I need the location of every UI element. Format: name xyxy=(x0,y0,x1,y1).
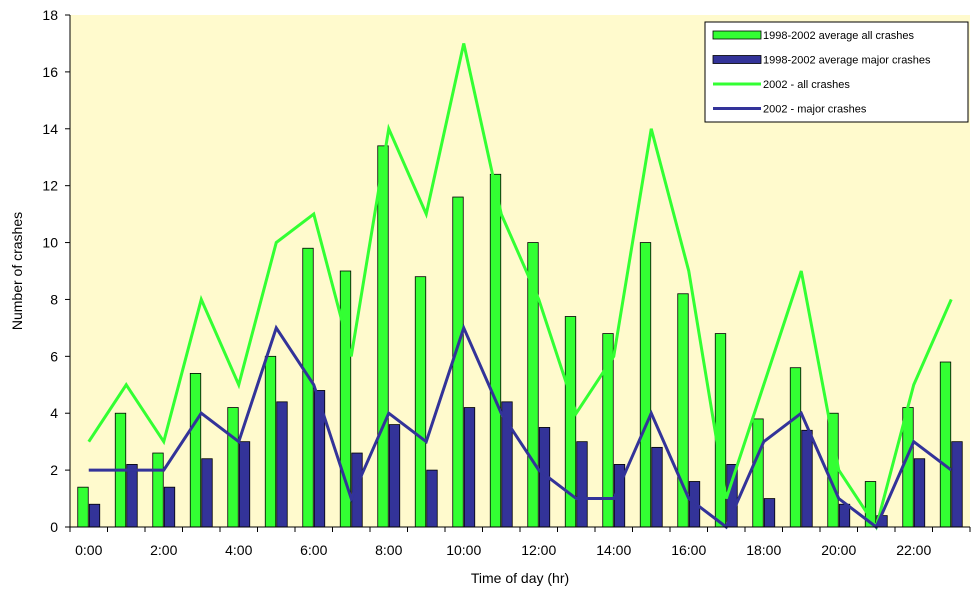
line-2002-major-crashes xyxy=(88,323,953,530)
x-tick-labels: 0:00 2:00 4:00 6:00 8:00 10:00 12:00 14:00 16:00… xyxy=(75,542,931,558)
bar-avg-all-3 xyxy=(189,372,202,528)
y-tick-label-10: 10 xyxy=(42,235,58,251)
x-tick-label-0:00: 0:00 xyxy=(75,542,102,558)
bar-avg-major-1 xyxy=(126,464,138,528)
legend-label-3: 2002 - major crashes xyxy=(763,104,867,116)
bar-avg-all-20 xyxy=(827,412,839,528)
bar-avg-all-5 xyxy=(264,355,277,528)
bar-avg-all-9 xyxy=(414,276,427,528)
x-tick-label-2:00: 2:00 xyxy=(150,542,177,558)
bar-avg-major-13 xyxy=(576,441,588,528)
y-tick-label-2: 2 xyxy=(50,462,58,478)
legend: 1998-2002 average all crashes 1998-2002 a… xyxy=(704,21,969,123)
bar-avg-major-8 xyxy=(388,424,401,528)
bar-avg-all-6 xyxy=(302,247,314,528)
bar-avg-all-19 xyxy=(789,367,802,528)
bar-avg-all-11 xyxy=(489,173,502,528)
legend-label-1: 1998-2002 average major crashes xyxy=(763,55,931,67)
bar-avg-all-15 xyxy=(639,242,652,528)
line-2002-all-crashes xyxy=(87,43,953,531)
bar-avg-major-15 xyxy=(651,446,663,528)
bar-avg-all-8 xyxy=(377,145,389,528)
bar-avg-all-10 xyxy=(452,196,464,528)
y-tick-label-14: 14 xyxy=(42,121,58,137)
y-tick-label-4: 4 xyxy=(50,405,58,421)
x-tick-label-8:00: 8:00 xyxy=(375,542,402,558)
bar-avg-major-23 xyxy=(951,441,963,528)
x-tick-label-18:00: 18:00 xyxy=(746,542,781,558)
legend-swatch-1 xyxy=(712,55,762,64)
x-tick-label-22:00: 22:00 xyxy=(896,542,931,558)
bar-avg-major-0 xyxy=(88,503,101,528)
bar-avg-all-2 xyxy=(152,452,164,528)
bar-avg-major-4 xyxy=(238,441,251,528)
x-tick-label-6:00: 6:00 xyxy=(300,542,327,558)
y-tick-label-16: 16 xyxy=(42,64,58,80)
y-tick-label-8: 8 xyxy=(50,291,58,307)
y-tick-label-0: 0 xyxy=(50,519,58,535)
line-layer xyxy=(87,43,953,531)
x-tick-label-10:00: 10:00 xyxy=(446,542,481,558)
x-tick-label-16:00: 16:00 xyxy=(671,542,706,558)
x-tick-label-14:00: 14:00 xyxy=(596,542,631,558)
x-tick-label-12:00: 12:00 xyxy=(521,542,556,558)
y-tick-label-12: 12 xyxy=(42,178,58,194)
y-axis-title: Number of crashes xyxy=(9,212,25,330)
bar-avg-all-23 xyxy=(939,361,952,528)
x-axis-title: Time of day (hr) xyxy=(471,570,569,586)
axes-layer xyxy=(65,14,971,532)
x-tick-label-20:00: 20:00 xyxy=(821,542,856,558)
bar-avg-major-22 xyxy=(913,458,926,528)
bar-avg-major-19 xyxy=(801,429,813,528)
bar-avg-major-10 xyxy=(463,407,476,528)
bar-avg-major-18 xyxy=(763,498,776,528)
y-tick-label-18: 18 xyxy=(42,7,58,23)
bar-avg-all-4 xyxy=(227,407,239,528)
bar-avg-major-7 xyxy=(351,452,363,528)
legend-label-2: 2002 - all crashes xyxy=(763,79,850,91)
bar-avg-major-9 xyxy=(426,469,438,528)
y-tick-labels: 0 2 4 6 8 10 12 14 16 18 xyxy=(42,7,58,535)
bar-avg-major-5 xyxy=(276,401,288,528)
x-tick-label-4:00: 4:00 xyxy=(225,542,252,558)
bar-avg-major-3 xyxy=(201,458,213,528)
bar-avg-all-18 xyxy=(752,418,764,528)
legend-swatch-0 xyxy=(712,30,762,40)
legend-label-0: 1998-2002 average all crashes xyxy=(763,30,915,42)
bar-avg-major-2 xyxy=(163,486,176,528)
bar-avg-all-17 xyxy=(714,333,727,528)
y-tick-label-6: 6 xyxy=(50,348,58,364)
bar-avg-all-0 xyxy=(77,486,89,528)
bar-avg-major-20 xyxy=(838,503,851,528)
